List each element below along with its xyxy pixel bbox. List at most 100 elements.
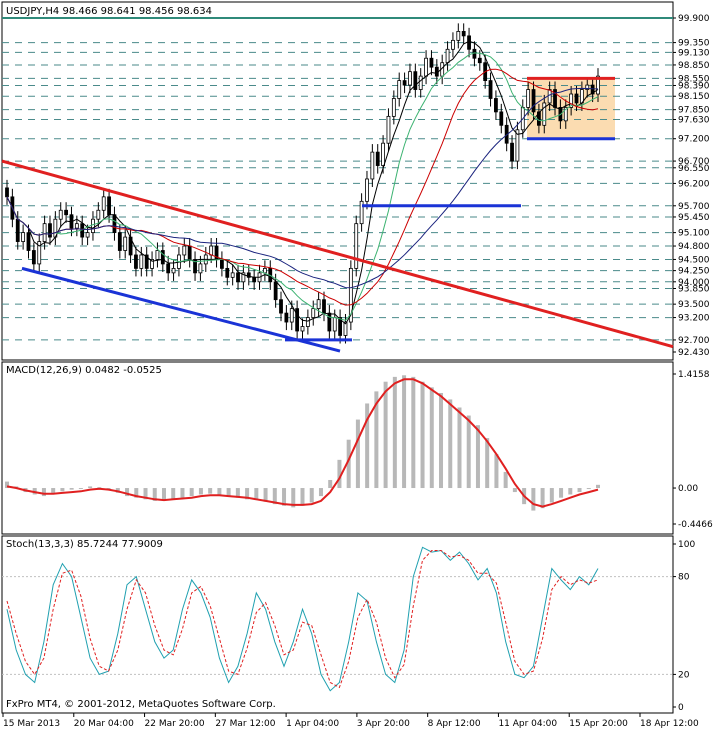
candle-body — [187, 245, 192, 260]
candle-body — [225, 267, 230, 278]
candle-body — [402, 80, 407, 86]
candle-body — [198, 263, 203, 274]
macd-histogram-bar — [549, 488, 554, 503]
candle-body — [327, 312, 332, 332]
candle-body — [467, 35, 471, 50]
macd-histogram-bar — [171, 488, 176, 499]
macd-histogram-bar — [180, 488, 185, 498]
panel-frame-2 — [1, 361, 674, 535]
candle-body — [574, 93, 579, 104]
price-tick-label: 98.850 — [678, 61, 710, 71]
time-tick-label: 18 Apr 12:00 — [640, 719, 699, 729]
stoch-tick-label: 0 — [678, 703, 684, 713]
time-tick-label: 11 Apr 04:00 — [498, 719, 557, 729]
time-tick-label: 27 Mar 12:00 — [215, 719, 275, 729]
candle-body — [48, 223, 52, 238]
macd-histogram-bar — [448, 399, 453, 489]
candle-body — [429, 57, 434, 68]
macd-histogram-bar — [272, 488, 277, 505]
macd-histogram-bar — [189, 488, 194, 497]
candle-body — [305, 317, 310, 327]
macd-histogram-bar — [300, 488, 305, 506]
price-tick-label: 98.150 — [678, 92, 710, 102]
time-tick-label: 22 Mar 20:00 — [145, 719, 205, 729]
candle-body — [332, 317, 337, 332]
candle-body — [370, 151, 375, 180]
candle-body — [300, 326, 305, 332]
macd-histogram-bar — [5, 481, 9, 489]
candle-body — [160, 250, 165, 265]
macd-title: MACD(12,26,9) 0.0482 -0.0525 — [6, 365, 162, 376]
ma-green — [6, 52, 599, 321]
candle-body — [74, 223, 79, 229]
stoch-tick-label: 100 — [678, 540, 695, 550]
candle-body — [526, 89, 531, 108]
candle-body — [58, 209, 63, 220]
candle-body — [391, 98, 396, 117]
candle-body — [150, 259, 154, 269]
macd-histogram-bar — [429, 387, 434, 489]
candle-body — [338, 317, 343, 336]
ma-black — [6, 40, 599, 325]
macd-histogram-bar — [97, 487, 102, 489]
macd-histogram-bar — [69, 488, 74, 490]
stoch-signal-line — [6, 550, 599, 689]
macd-histogram-bar — [402, 375, 407, 489]
candle-body — [408, 71, 412, 86]
macd-histogram-bar — [309, 488, 314, 503]
macd-histogram-bar — [337, 459, 342, 489]
price-tick-label: 97.630 — [678, 115, 710, 125]
candle-body — [182, 245, 187, 256]
price-tick-label: 93.850 — [678, 285, 710, 295]
macd-histogram-bar — [439, 392, 444, 489]
macd-histogram-bar — [494, 454, 499, 489]
time-tick-label: 8 Apr 12:00 — [428, 719, 481, 729]
macd-histogram-bar — [559, 488, 564, 498]
macd-histogram-bar — [512, 488, 517, 493]
macd-histogram-bar — [392, 376, 397, 489]
candle-body — [386, 115, 391, 144]
ma-navy — [6, 87, 599, 289]
downtrend-line-red — [1, 159, 674, 349]
candle-body — [531, 89, 536, 113]
macd-tick-label: 1.4158 — [678, 370, 710, 380]
stoch-main-line — [6, 546, 599, 692]
macd-histogram-bar — [328, 479, 333, 489]
candle-body — [101, 196, 106, 211]
candle-body — [31, 250, 36, 265]
candle-body — [413, 71, 418, 90]
candle-body — [15, 218, 20, 242]
price-tick-label: 95.700 — [678, 202, 710, 212]
price-tick-label: 92.430 — [678, 348, 710, 358]
price-tick-label: 93.500 — [678, 300, 710, 310]
time-tick-label: 20 Mar 04:00 — [74, 719, 134, 729]
price-tick-label: 94.250 — [678, 267, 710, 277]
macd-histogram-bar — [466, 415, 471, 489]
candle-body — [596, 75, 600, 95]
candle-body — [134, 254, 138, 269]
macd-tick-label: 0.00 — [678, 484, 698, 494]
macd-histogram-bar — [198, 488, 203, 495]
candle-body — [311, 308, 316, 318]
candle-body — [64, 209, 68, 216]
candle-body — [230, 272, 235, 278]
candle-body — [85, 232, 90, 238]
price-tick-label: 95.100 — [678, 229, 710, 239]
macd-histogram-bar — [355, 419, 360, 489]
macd-histogram-bar — [152, 488, 157, 501]
price-tick-label: 93.200 — [678, 314, 710, 324]
candle-body — [171, 267, 176, 274]
candle-body — [348, 267, 353, 323]
candle-body — [542, 102, 547, 126]
candle-body — [289, 308, 294, 323]
candle-body — [461, 31, 466, 37]
candle-body — [585, 84, 590, 90]
candle-body — [563, 107, 568, 122]
candle-body — [488, 80, 493, 99]
macd-histogram-bar — [531, 488, 536, 511]
candle-body — [279, 299, 283, 314]
stoch-title: Stoch(13,3,3) 85.7244 77.9009 — [6, 539, 163, 550]
macd-histogram-bar — [318, 488, 323, 497]
